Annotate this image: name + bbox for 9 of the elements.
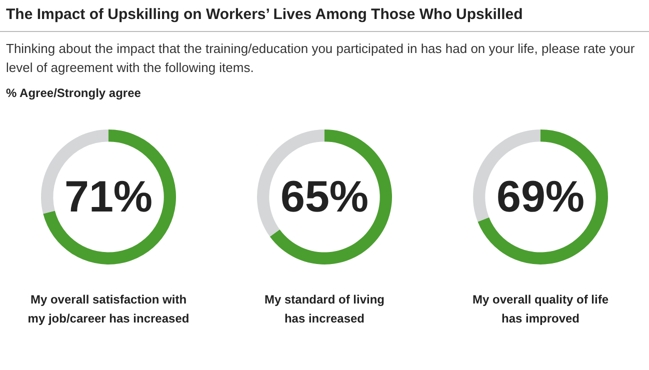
text: Thinking about the impact that the training/education you participated in has had on your life, please rate your level of agreement with the following items.: [5, 40, 636, 77]
data-label: 65%: [280, 172, 369, 222]
text: My overall satisfaction with my job/career has increased: [28, 292, 190, 326]
text: My overall quality of life has improved: [472, 292, 609, 326]
text: My standard of living has increased: [264, 292, 385, 326]
data-label: 71%: [64, 172, 153, 222]
text: The Impact of Upskilling on Workers’ Lives Among Those Who Upskilled: [0, 0, 649, 32]
text: % Agree/Strongly agree: [5, 84, 142, 100]
data-label: 69%: [496, 172, 585, 222]
